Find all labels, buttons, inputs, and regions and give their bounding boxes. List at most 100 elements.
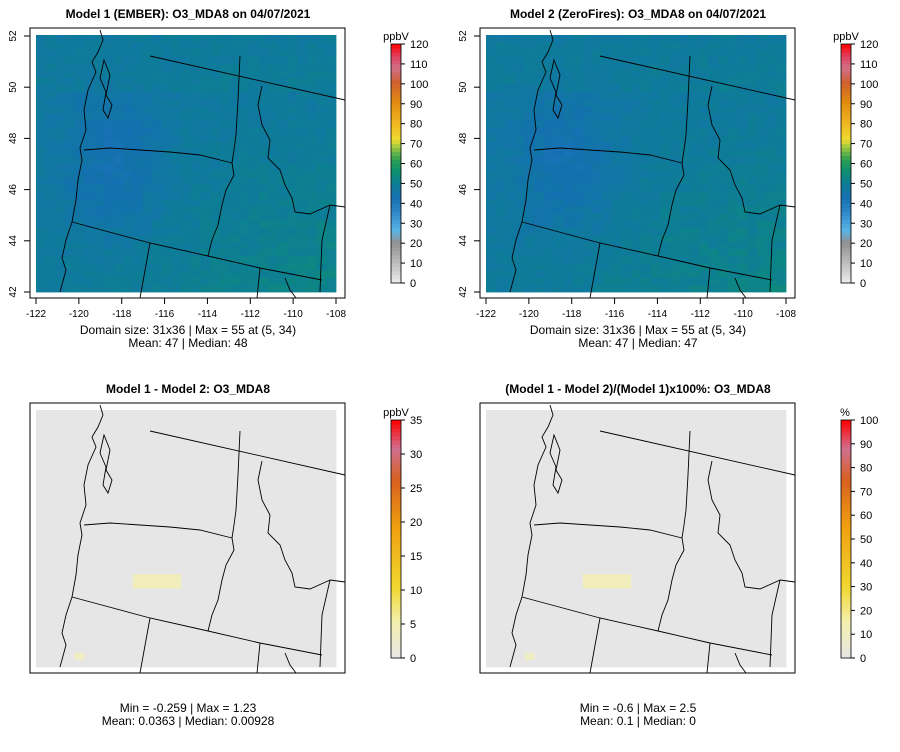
colorbar-swatch [391, 259, 401, 264]
heatmap-cell [200, 234, 211, 243]
colorbar-tick-label: 120 [410, 39, 428, 51]
heatmap-cell [582, 49, 593, 57]
heatmap-cell [611, 249, 622, 257]
heatmap-cell [123, 77, 134, 86]
colorbar-swatch [841, 103, 851, 109]
heatmap-cell [679, 199, 690, 207]
heatmap-cell [268, 559, 279, 568]
heatmap-cell [123, 42, 134, 50]
heatmap-cell [55, 517, 66, 525]
heatmap-cell [756, 163, 768, 172]
heatmap-cell [74, 35, 85, 43]
heatmap-cell [248, 410, 259, 418]
heatmap-cell [631, 452, 642, 461]
colorbar-swatch [841, 646, 851, 651]
heatmap-cell [679, 581, 690, 589]
heatmap-cell [679, 42, 690, 50]
heatmap-cell [718, 134, 729, 143]
x-tick-label: -116 [155, 309, 175, 320]
heatmap-cell [36, 617, 47, 625]
heatmap-cell [505, 184, 516, 193]
heatmap-cell [756, 552, 768, 561]
heatmap-cell [553, 42, 564, 50]
heatmap-cell [326, 206, 337, 214]
heatmap-cell [181, 631, 192, 639]
heatmap-cell [45, 474, 56, 482]
heatmap-cell [747, 495, 758, 504]
heatmap-cell [592, 42, 603, 50]
heatmap-cell [650, 524, 661, 532]
x-tick-label: -110 [284, 309, 304, 320]
heatmap-cell [631, 134, 642, 143]
heatmap-cell [718, 588, 729, 597]
heatmap-cell [756, 84, 768, 93]
heatmap-cell [776, 92, 787, 100]
heatmap-cell [727, 524, 739, 532]
heatmap-cell [505, 206, 516, 214]
heatmap-cell [592, 524, 603, 532]
heatmap-cell [534, 474, 545, 482]
heatmap-cell [94, 445, 105, 454]
heatmap-cell [718, 488, 729, 497]
heatmap-cell [142, 49, 153, 57]
heatmap-cell [74, 431, 85, 439]
heatmap-cell [268, 99, 279, 107]
heatmap-cell [544, 56, 555, 64]
heatmap-cell [640, 545, 651, 554]
heatmap-cell [200, 227, 211, 236]
heatmap-cell [756, 256, 768, 264]
heatmap-cell [55, 524, 66, 532]
heatmap-cell [640, 270, 651, 279]
heatmap-cell [326, 149, 337, 157]
heatmap-cell [161, 192, 172, 200]
heatmap-cell [534, 234, 545, 243]
heatmap-cell [181, 77, 192, 86]
heatmap-cell [486, 206, 497, 214]
heatmap-cell [200, 459, 211, 468]
heatmap-cell [268, 177, 279, 186]
heatmap-cell [268, 509, 279, 518]
heatmap-cell [84, 631, 95, 639]
heatmap-cell [573, 270, 584, 279]
heatmap-cell [669, 609, 680, 618]
heatmap-cell [669, 220, 680, 229]
colorbar-swatch [391, 279, 401, 284]
heatmap-cell [65, 638, 76, 646]
heatmap-cell [640, 256, 651, 264]
heatmap-cell [544, 524, 555, 532]
heatmap-cell [306, 213, 318, 222]
heatmap-cell [297, 481, 308, 489]
heatmap-cell [660, 270, 671, 279]
heatmap-cell [640, 417, 651, 425]
heatmap-cell [534, 277, 545, 286]
heatmap-cell [152, 459, 163, 468]
colorbar-swatch [841, 143, 851, 149]
heatmap-cell [190, 142, 201, 150]
heatmap-cell [326, 134, 337, 143]
heatmap-cell [718, 459, 729, 468]
heatmap-cell [123, 242, 134, 250]
x-tick-label: -114 [648, 309, 668, 320]
heatmap-cell [229, 63, 240, 72]
heatmap-cell [689, 552, 700, 561]
heatmap-cell [113, 177, 124, 186]
heatmap-cell [524, 638, 535, 646]
heatmap-cell [36, 99, 47, 107]
heatmap-cell [316, 192, 327, 200]
heatmap-cell [210, 524, 221, 532]
heatmap-cell [631, 574, 642, 582]
heatmap-cell [55, 77, 66, 86]
heatmap-cell [210, 99, 221, 107]
heatmap-cell [718, 42, 729, 50]
heatmap-cell [553, 631, 564, 639]
heatmap-cell [45, 438, 56, 447]
heatmap-cell [708, 170, 719, 179]
colorbar-swatch [841, 443, 851, 449]
colorbar-swatch [391, 87, 401, 93]
heatmap-cell [84, 445, 95, 454]
heatmap-cell [611, 127, 622, 136]
heatmap-cell [582, 249, 593, 257]
heatmap-cell [756, 227, 768, 236]
heatmap-cell [505, 49, 516, 57]
heatmap-cell [698, 99, 709, 107]
